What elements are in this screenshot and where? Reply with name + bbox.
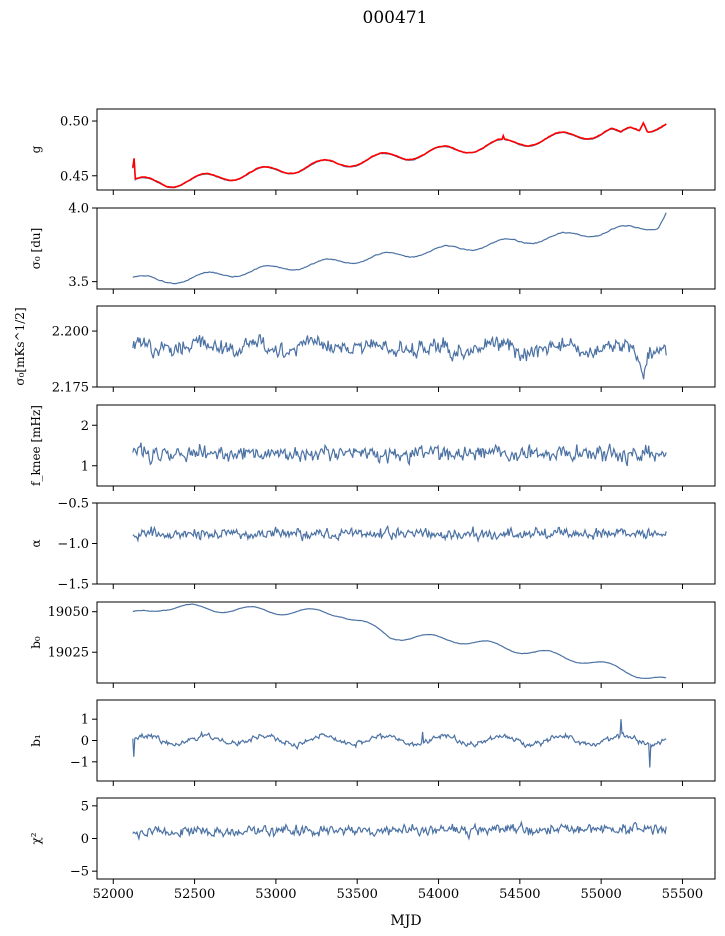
panel-sigma0_du: 3.5 4.0 σ₀ [du] [29,202,716,294]
y-tick-label: 19025 [48,646,89,661]
x-tick-label: 52000 [93,887,134,902]
panel-frame [96,108,716,191]
panel-alpha: −1.5 −1.0 −0.5 α [29,497,716,593]
y-axis-label: χ² [29,832,43,844]
y-tick-label: 0 [81,832,89,847]
y-tick-label: 2.200 [52,325,89,340]
panel-frame [96,797,716,880]
y-tick-label: 2.175 [52,381,89,396]
y-axis-label: g [29,145,43,153]
y-axis-label: b₀ [29,636,43,649]
y-axis-label: f_knee [mHz] [29,405,43,486]
y-tick-label: 1 [81,713,89,728]
y-tick-label: 19050 [48,605,89,620]
series-line-g [132,122,667,189]
y-axis-label: σ₀ [du] [29,228,43,270]
y-tick-label: 1 [81,459,89,474]
y-tick-label: 0.45 [60,169,89,184]
y-tick-label: −0.5 [57,497,89,512]
panel-g: 0.45 0.50 g [29,108,716,195]
y-tick-label: 0.50 [60,115,89,130]
y-tick-label: −1 [70,755,89,770]
series-line-alpha [132,524,667,544]
panel-frame [96,601,716,684]
x-tick-label: 55000 [580,887,621,902]
y-tick-label: 2 [81,419,89,434]
panel-b0: 19025 19050 b₀ [29,601,716,688]
x-tick-label: 54500 [499,887,540,902]
y-tick-label: −5 [70,865,89,880]
panel-frame [96,404,716,487]
panel-frame [96,305,716,388]
series-line-sigma0_mKs [132,334,667,380]
x-tick-label: 52500 [174,887,215,902]
figure-title: 000471 [363,8,428,28]
panel-b1: −1 0 1 b₁ [29,699,716,786]
series-line-overlay [132,121,667,189]
series-line-fknee [132,442,667,467]
panel-frame [96,207,716,290]
y-tick-label: 5 [81,799,89,814]
x-tick-label: 55500 [662,887,703,902]
y-tick-label: 4.0 [68,202,89,217]
series-line-sigma0_du [132,212,667,285]
x-axis-label: MJD [390,913,421,929]
y-axis-label: α [29,539,43,547]
y-tick-label: 0 [81,734,89,749]
x-tick-label: 53000 [255,887,296,902]
y-tick-label: 3.5 [68,275,89,290]
series-line-chi2 [132,820,667,841]
y-tick-label: −1.5 [57,578,89,593]
panel-fknee: 1 2 f_knee [mHz] [29,404,716,491]
x-tick-label: 54000 [418,887,459,902]
y-axis-label: b₁ [29,734,43,747]
y-axis-label: σ₀[mKs^1/2] [13,307,27,385]
series-line-b0 [132,603,667,680]
panel-chi2: −5 0 5 52000 52500 53000 53500 54000 54500 55000 5… [29,797,716,902]
y-tick-label: −1.0 [57,537,89,552]
panel-sigma0_mKs: 2.175 2.200 σ₀[mKs^1/2] [13,305,716,396]
series-line-b1 [132,719,667,768]
panel-frame [96,502,716,585]
x-tick-label: 53500 [337,887,378,902]
panel-frame [96,699,716,782]
panels: 0.45 0.50 g 3.5 4.0 σ₀ [du] 2.175 2.200 σ₀[mKs^1… [13,108,716,902]
